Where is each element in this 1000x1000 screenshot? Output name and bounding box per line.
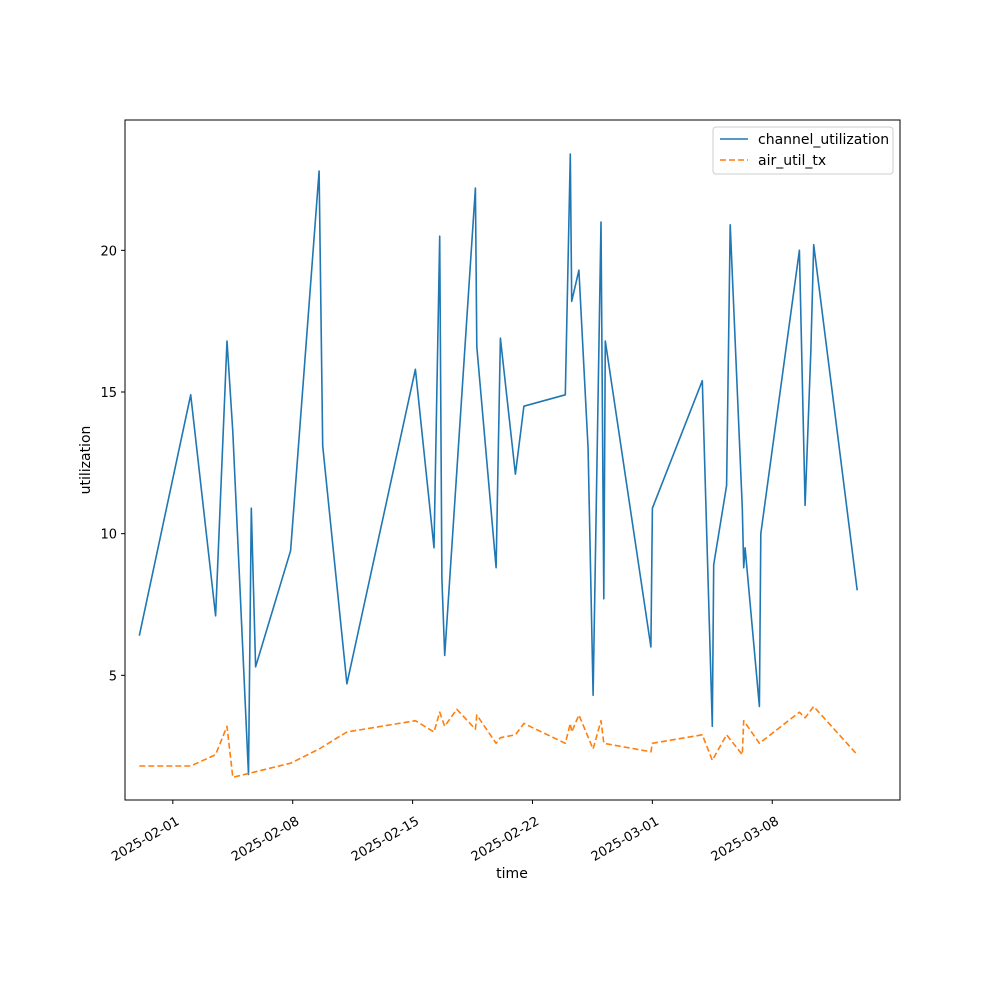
legend: channel_utilization air_util_tx: [712, 126, 894, 175]
x-axis-label: time: [496, 866, 528, 882]
series-line-channel-utilization: [138, 153, 858, 776]
y-tick-label: 5: [109, 669, 117, 684]
y-tick-label: 20: [100, 244, 117, 259]
legend-box: [712, 126, 894, 175]
legend-label-air-util-tx: air_util_tx: [758, 153, 826, 169]
series-layer: [138, 153, 858, 779]
y-tick-label: 10: [100, 528, 117, 543]
plot-area: [125, 120, 900, 800]
legend-label-channel-utilization: channel_utilization: [758, 132, 889, 148]
y-tick-label: 15: [100, 386, 117, 401]
plot-frame: [124, 119, 901, 801]
y-axis-ticks: 5 10 15 20: [100, 244, 125, 684]
y-axis-label: utilization: [78, 426, 94, 495]
series-line-air-util-tx: [139, 705, 858, 779]
